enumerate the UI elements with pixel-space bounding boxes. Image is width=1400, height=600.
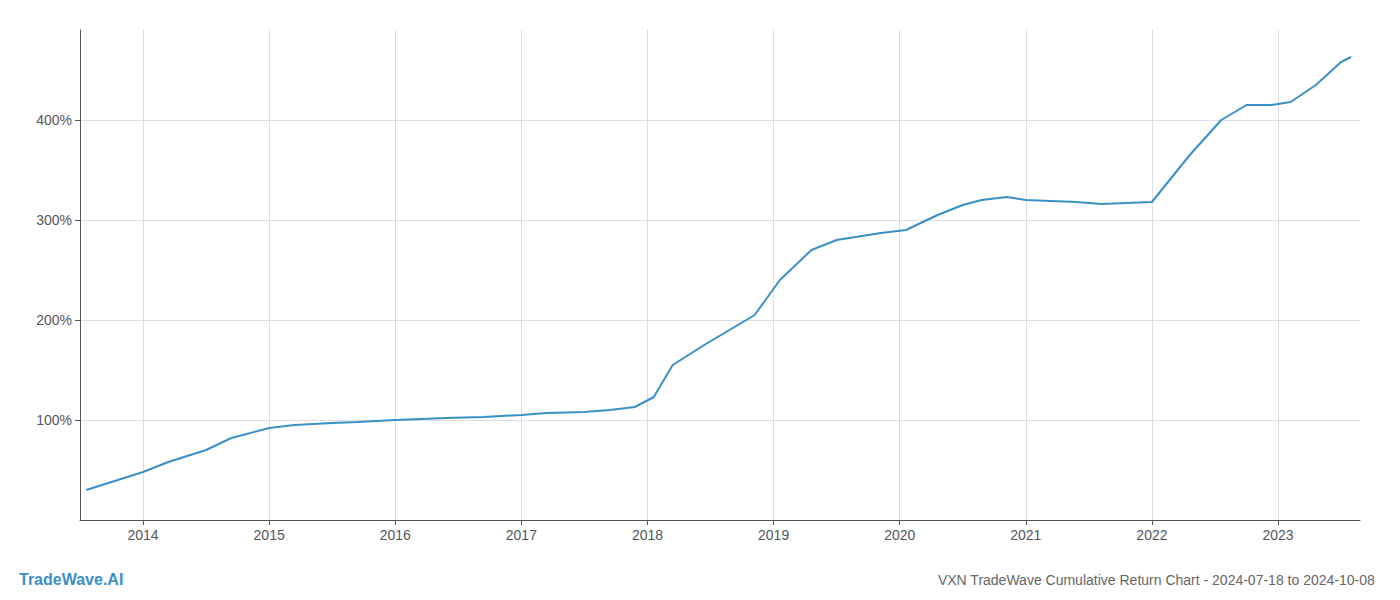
svg-text:2014: 2014 [127, 527, 158, 543]
svg-text:100%: 100% [36, 412, 72, 428]
svg-text:2019: 2019 [758, 527, 789, 543]
svg-text:2017: 2017 [506, 527, 537, 543]
svg-text:300%: 300% [36, 212, 72, 228]
svg-text:2021: 2021 [1010, 527, 1041, 543]
svg-text:2020: 2020 [884, 527, 915, 543]
svg-text:2018: 2018 [632, 527, 663, 543]
svg-text:2015: 2015 [254, 527, 285, 543]
svg-text:2022: 2022 [1136, 527, 1167, 543]
svg-text:200%: 200% [36, 312, 72, 328]
svg-text:2016: 2016 [380, 527, 411, 543]
svg-text:TradeWave.AI: TradeWave.AI [19, 571, 123, 588]
svg-text:2023: 2023 [1262, 527, 1293, 543]
svg-text:400%: 400% [36, 112, 72, 128]
svg-text:VXN TradeWave Cumulative Retur: VXN TradeWave Cumulative Return Chart - … [938, 572, 1375, 588]
